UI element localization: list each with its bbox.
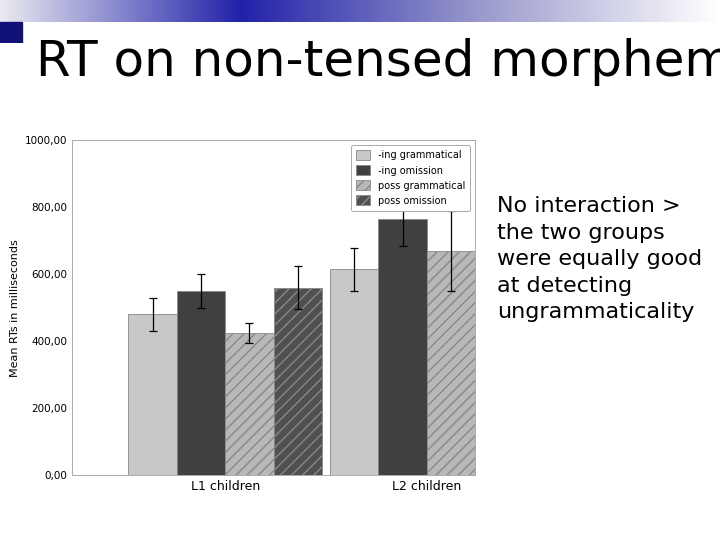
- Bar: [177, 291, 225, 475]
- Bar: [475, 229, 523, 475]
- Bar: [0, 22, 22, 43]
- Text: No interaction >
the two groups
were equally good
at detecting
ungrammaticality: No interaction > the two groups were equ…: [497, 197, 702, 322]
- Text: RT on non-tensed morphemes: RT on non-tensed morphemes: [36, 38, 720, 86]
- Bar: [330, 269, 379, 475]
- Y-axis label: Mean RTs in milliseconds: Mean RTs in milliseconds: [11, 239, 20, 377]
- Bar: [274, 288, 322, 475]
- Bar: [427, 251, 475, 475]
- Bar: [128, 314, 177, 475]
- Bar: [225, 333, 274, 475]
- Bar: [379, 219, 427, 475]
- Legend: -ing grammatical, -ing omission, poss grammatical, poss omission: -ing grammatical, -ing omission, poss gr…: [351, 145, 470, 211]
